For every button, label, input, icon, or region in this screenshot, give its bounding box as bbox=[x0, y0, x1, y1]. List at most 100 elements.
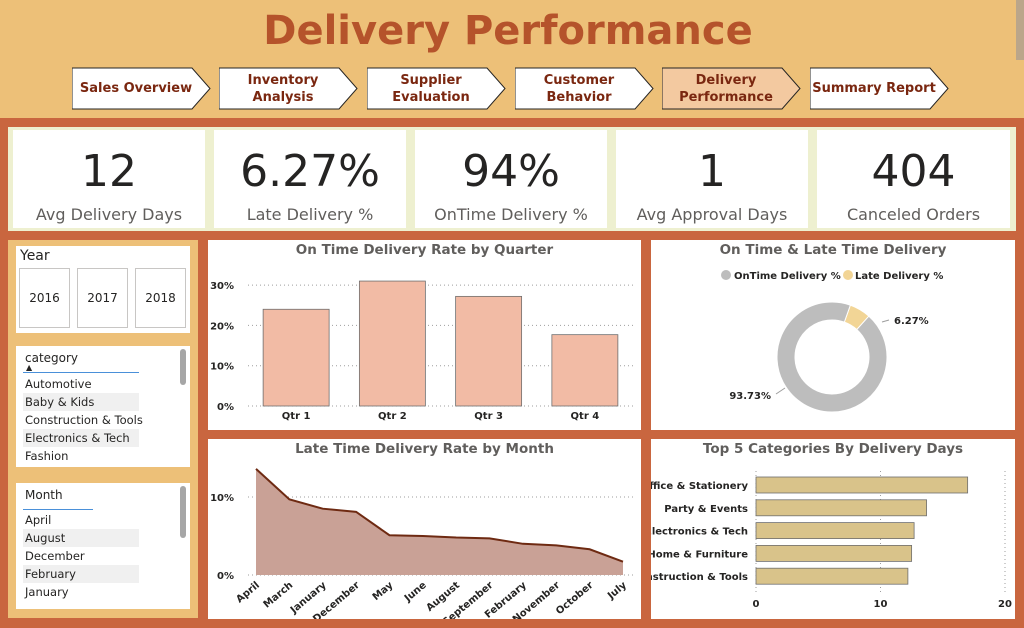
bar bbox=[755, 545, 913, 562]
categories-chart-svg: 0 10 20 Office & Stationery Party & Events El… bbox=[651, 471, 1012, 610]
chart-title: On Time & Late Time Delivery bbox=[719, 242, 947, 258]
y-tick-label: 10% bbox=[210, 493, 234, 504]
slicer-title: Month bbox=[25, 488, 63, 502]
data-label-ontime: 93.73% bbox=[729, 391, 771, 402]
kpi-row: 12 Avg Delivery Days 6.27% Late Delivery… bbox=[8, 127, 1016, 231]
x-tick-label: 0 bbox=[753, 599, 760, 610]
year-option-2016[interactable]: 2016 bbox=[19, 268, 70, 328]
title-underline bbox=[23, 509, 93, 510]
y-tick-label: Construction & Tools bbox=[651, 572, 748, 583]
bar bbox=[551, 334, 619, 407]
bar bbox=[262, 308, 330, 407]
area-fill bbox=[256, 468, 623, 575]
year-slicer: Year 2016 2017 2018 bbox=[16, 246, 190, 333]
x-tick-label: June bbox=[402, 580, 429, 605]
x-tick-label: Qtr 1 bbox=[282, 411, 311, 422]
kpi-label: OnTime Delivery % bbox=[434, 205, 588, 224]
month-item[interactable]: August bbox=[23, 529, 139, 547]
y-tick-label: 0% bbox=[217, 571, 234, 582]
donut-chart: On Time & Late Time Delivery OnTime Deli… bbox=[651, 240, 1015, 430]
x-tick-label: Qtr 4 bbox=[571, 411, 600, 422]
data-label-late: 6.27% bbox=[894, 316, 929, 327]
x-tick-label: Qtr 2 bbox=[378, 411, 407, 422]
donut-slice-ontime bbox=[776, 301, 888, 413]
y-tick-label: Party & Events bbox=[664, 504, 748, 515]
x-tick-label: April bbox=[234, 580, 262, 606]
chart-title: On Time Delivery Rate by Quarter bbox=[295, 242, 554, 258]
month-item[interactable]: January bbox=[25, 585, 69, 599]
kpi-card-avg-approval-days: 1 Avg Approval Days bbox=[616, 130, 808, 228]
x-tick-label: 10 bbox=[874, 599, 888, 610]
leader-line bbox=[775, 387, 786, 395]
x-tick-label: July bbox=[605, 580, 629, 603]
leader-line bbox=[881, 319, 890, 323]
category-item[interactable]: Baby & Kids bbox=[23, 393, 139, 411]
quarter-bar-chart: On Time Delivery Rate by Quarter 0% 10% 20… bbox=[208, 240, 641, 430]
kpi-card-late-delivery: 6.27% Late Delivery % bbox=[214, 130, 406, 228]
scrollbar-thumb[interactable] bbox=[180, 486, 186, 538]
nav-label: Inventory Analysis bbox=[247, 72, 319, 105]
legend-label: Late Delivery % bbox=[855, 271, 943, 282]
nav-label: Summary Report bbox=[812, 81, 936, 96]
slicer-title: category bbox=[25, 351, 79, 365]
category-slicer: category ▲ Automotive Baby & Kids Constr… bbox=[16, 346, 190, 467]
donut-chart-svg: OnTime Delivery % Late Delivery % 6.27% 93.… bbox=[721, 270, 943, 413]
y-tick-label: Electronics & Tech bbox=[651, 527, 748, 538]
kpi-card-ontime-delivery: 94% OnTime Delivery % bbox=[415, 130, 607, 228]
y-tick-label: 0% bbox=[217, 402, 234, 413]
y-tick-label: 30% bbox=[210, 281, 234, 292]
nav-label: Delivery Performance bbox=[679, 72, 773, 105]
slicer-title: Year bbox=[20, 248, 50, 264]
area-line bbox=[255, 468, 624, 563]
bar bbox=[755, 499, 927, 517]
kpi-label: Canceled Orders bbox=[846, 205, 981, 224]
month-item[interactable]: April bbox=[25, 513, 52, 527]
category-item[interactable]: Construction & Tools bbox=[25, 413, 143, 427]
kpi-label: Avg Delivery Days bbox=[35, 205, 183, 224]
month-area-chart: Late Time Delivery Rate by Month 0% 10% Ap… bbox=[208, 439, 641, 619]
chart-title: Late Time Delivery Rate by Month bbox=[295, 441, 554, 457]
month-slicer: Month April August December February Jan… bbox=[16, 483, 190, 609]
x-tick-label: Qtr 3 bbox=[474, 411, 503, 422]
kpi-card-avg-delivery-days: 12 Avg Delivery Days bbox=[13, 130, 205, 228]
scrollbar[interactable] bbox=[1016, 0, 1024, 60]
category-item[interactable]: Fashion bbox=[25, 449, 69, 463]
y-tick-label: 20% bbox=[210, 321, 234, 332]
kpi-value: 12 bbox=[81, 146, 137, 197]
legend-marker-ontime bbox=[721, 270, 731, 280]
page-title: Delivery Performance bbox=[263, 8, 753, 54]
kpi-value: 6.27% bbox=[240, 146, 380, 197]
chart-title: Top 5 Categories By Delivery Days bbox=[702, 441, 964, 457]
bar bbox=[755, 567, 909, 585]
bar bbox=[455, 295, 523, 407]
bar bbox=[358, 280, 426, 407]
year-option-2017[interactable]: 2017 bbox=[77, 268, 128, 328]
y-tick-label: 10% bbox=[210, 362, 234, 373]
kpi-card-canceled-orders: 404 Canceled Orders bbox=[817, 130, 1010, 228]
slicer-panel: Year 2016 2017 2018 category ▲ Automotiv… bbox=[8, 240, 198, 618]
kpi-label: Late Delivery % bbox=[246, 205, 374, 224]
month-item[interactable]: February bbox=[23, 565, 139, 583]
category-item[interactable]: Automotive bbox=[25, 377, 92, 391]
category-item[interactable]: Electronics & Tech bbox=[23, 429, 139, 447]
nav-label: Sales Overview bbox=[79, 81, 193, 96]
bar bbox=[755, 476, 969, 494]
y-tick-label: Home & Furniture bbox=[651, 549, 748, 560]
y-tick-label: Office & Stationery bbox=[651, 481, 748, 492]
header-bar: Delivery Performance Sales Overview Inve… bbox=[0, 0, 1024, 118]
month-item[interactable]: December bbox=[25, 549, 85, 563]
nav-label: Supplier Evaluation bbox=[392, 72, 470, 105]
sort-arrow-icon[interactable]: ▲ bbox=[26, 363, 33, 372]
x-tick-label: 20 bbox=[998, 599, 1012, 610]
x-tick-label: October bbox=[554, 580, 596, 617]
quarter-chart-svg: 0% 10% 20% 30% Qtr 1 Qtr 2 Qtr 3 Qtr 4 bbox=[210, 280, 633, 422]
x-tick-label: May bbox=[371, 580, 396, 603]
nav-label: Customer Behavior bbox=[543, 72, 615, 105]
categories-hbar-chart: Top 5 Categories By Delivery Days 0 10 20 O… bbox=[651, 439, 1015, 619]
bar bbox=[755, 522, 915, 539]
title-underline bbox=[23, 372, 139, 373]
legend-label: OnTime Delivery % bbox=[734, 271, 841, 282]
scrollbar-thumb[interactable] bbox=[180, 349, 186, 385]
year-option-2018[interactable]: 2018 bbox=[135, 268, 186, 328]
